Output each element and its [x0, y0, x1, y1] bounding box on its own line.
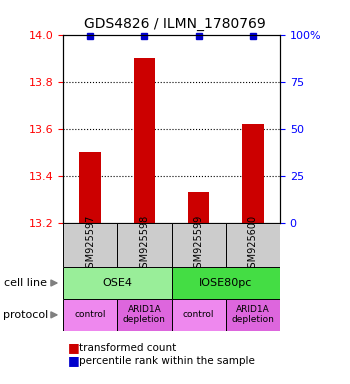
Bar — [117, 223, 172, 267]
Text: GSM925598: GSM925598 — [139, 215, 149, 275]
Text: control: control — [74, 310, 106, 319]
Text: IOSE80pc: IOSE80pc — [199, 278, 252, 288]
Bar — [63, 267, 172, 299]
Text: ■: ■ — [68, 354, 80, 367]
Text: ARID1A
depletion: ARID1A depletion — [123, 305, 166, 324]
Text: GSM925597: GSM925597 — [85, 215, 95, 275]
Text: OSE4: OSE4 — [102, 278, 132, 288]
Bar — [134, 58, 155, 223]
Text: GSM925599: GSM925599 — [194, 215, 204, 275]
Bar — [172, 299, 226, 331]
Bar — [63, 223, 117, 267]
Text: transformed count: transformed count — [79, 343, 176, 353]
Text: percentile rank within the sample: percentile rank within the sample — [79, 356, 255, 366]
Bar — [79, 152, 101, 223]
Text: GSM925600: GSM925600 — [248, 215, 258, 274]
Text: control: control — [183, 310, 214, 319]
Bar — [172, 223, 226, 267]
Bar — [188, 192, 209, 223]
Bar — [242, 124, 264, 223]
Bar — [226, 223, 280, 267]
Bar — [172, 267, 280, 299]
Bar — [117, 299, 172, 331]
Bar — [226, 299, 280, 331]
Text: cell line: cell line — [4, 278, 47, 288]
Text: GDS4826 / ILMN_1780769: GDS4826 / ILMN_1780769 — [84, 17, 266, 31]
Text: ■: ■ — [68, 341, 80, 354]
Bar — [63, 299, 117, 331]
Text: protocol: protocol — [4, 310, 49, 320]
Text: ARID1A
depletion: ARID1A depletion — [231, 305, 274, 324]
